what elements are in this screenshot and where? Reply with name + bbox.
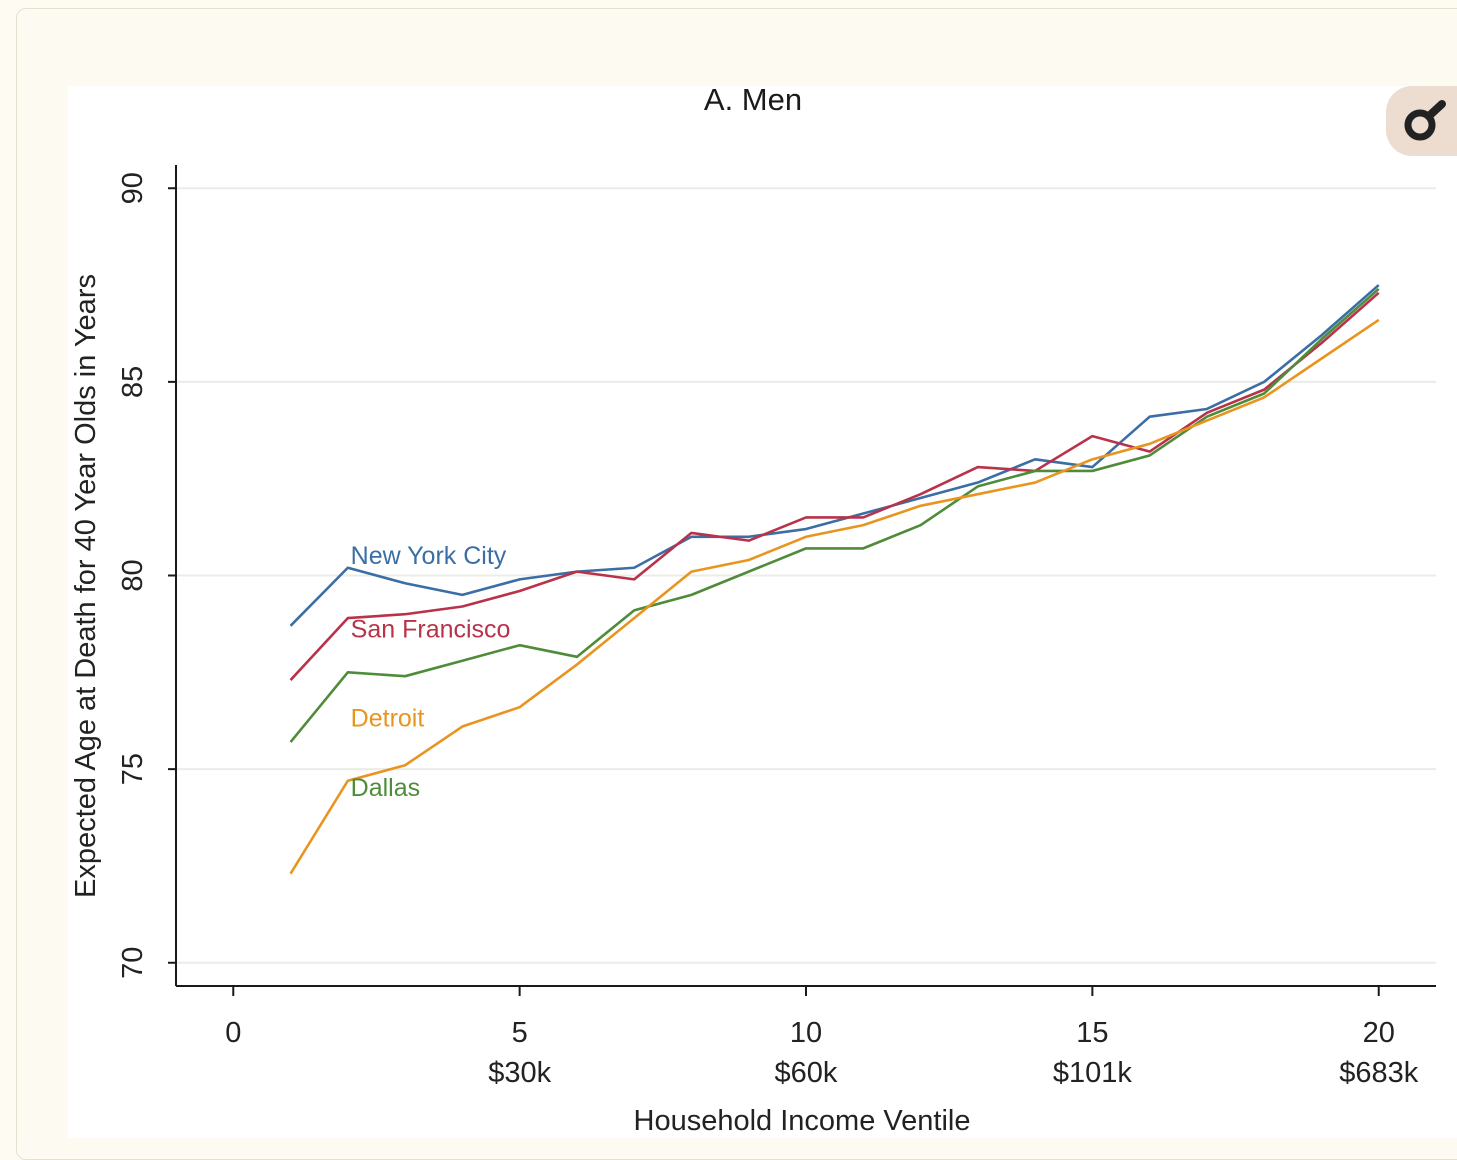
series-label-detroit: Detroit [351, 705, 425, 733]
gridlines [176, 187, 1436, 964]
series-label-dallas: Dallas [351, 774, 420, 802]
y-axis-title: Expected Age at Death for 40 Year Olds i… [70, 274, 102, 898]
y-tick-label: 75 [117, 753, 149, 785]
series-line-new-york-city [289, 284, 1380, 627]
series-labels: New York City San Francisco Dallas Detroit [351, 542, 511, 802]
y-tick-label: 85 [117, 366, 149, 398]
x-tick-label: 10 [790, 1017, 822, 1049]
x-axis-title: Household Income Ventile [634, 1105, 971, 1137]
series-line-san-francisco [289, 291, 1380, 681]
x-tick-label: 15 [1076, 1017, 1108, 1049]
x-tick-label: 0 [225, 1017, 241, 1049]
y-tick-label: 70 [117, 947, 149, 979]
series-line-detroit [289, 318, 1380, 875]
x-tick-label: 20 [1363, 1017, 1395, 1049]
magnifier-icon [1404, 100, 1446, 141]
axes: 70 75 80 85 90 0 5 $30k 10 $60k 15 $101k 20 $683k [117, 165, 1436, 1089]
series-lines [289, 284, 1380, 875]
x-tick-label: 5 [512, 1017, 528, 1049]
x-tick-income-label: $30k [488, 1057, 551, 1089]
y-tick-label: 90 [117, 172, 149, 204]
series-label-new-york-city: New York City [351, 542, 507, 570]
x-tick-income-label: $101k [1053, 1057, 1133, 1089]
x-tick-income-label: $60k [775, 1057, 838, 1089]
chart-title: A. Men [704, 82, 802, 117]
x-tick-income-label: $683k [1339, 1057, 1419, 1089]
zoom-button[interactable] [1386, 86, 1457, 156]
series-label-san-francisco: San Francisco [351, 615, 511, 643]
series-line-dallas [289, 287, 1380, 743]
y-tick-label: 80 [117, 559, 149, 591]
